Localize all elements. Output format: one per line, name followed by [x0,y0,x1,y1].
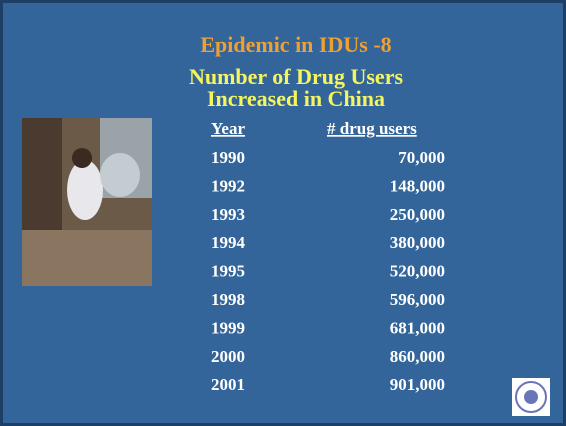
year-cell: 1993 [211,205,245,224]
year-cell: 1998 [211,290,245,309]
count-cell: 901,000 [390,375,445,394]
year-cell: 1995 [211,262,245,281]
count-cell: 250,000 [390,205,445,224]
year-cell: 1999 [211,318,245,337]
column-header: # drug users [327,119,417,138]
subtitle-line: Number of Drug Users [189,64,404,89]
count-cell: 380,000 [390,233,445,252]
count-cell: 148,000 [390,176,445,195]
count-cell: 70,000 [398,148,445,167]
count-cell: 860,000 [390,347,445,366]
year-cell: 2001 [211,375,245,394]
photo [22,118,152,286]
subtitle-line: Increased in China [207,86,385,111]
count-cell: 596,000 [390,290,445,309]
column-header: Year [211,119,245,138]
logo [512,378,550,416]
year-cell: 2000 [211,347,245,366]
year-cell: 1992 [211,176,245,195]
year-cell: 1994 [211,233,246,252]
title: Epidemic in IDUs -8 [200,32,391,57]
count-cell: 681,000 [390,318,445,337]
table: Year # drug users 1990 70,000 1992 148,000 1… [211,119,445,394]
count-cell: 520,000 [390,262,445,281]
year-cell: 1990 [211,148,245,167]
